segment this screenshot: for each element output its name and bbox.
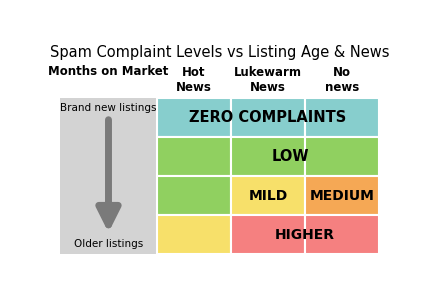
Text: Hot
News: Hot News xyxy=(176,66,212,94)
Bar xyxy=(60,98,157,254)
Bar xyxy=(231,98,305,137)
Text: Brand new listings: Brand new listings xyxy=(60,103,157,113)
Bar xyxy=(157,137,231,176)
Bar xyxy=(157,98,231,137)
Bar xyxy=(231,215,305,254)
Text: MILD: MILD xyxy=(248,189,288,203)
Bar xyxy=(231,176,305,215)
Text: ZERO COMPLAINTS: ZERO COMPLAINTS xyxy=(190,110,347,125)
Text: HIGHER: HIGHER xyxy=(275,228,335,241)
Bar xyxy=(305,215,379,254)
Text: LOW: LOW xyxy=(272,149,309,164)
Bar xyxy=(157,215,231,254)
Bar xyxy=(305,137,379,176)
Text: Lukewarm
News: Lukewarm News xyxy=(234,66,302,94)
Text: Months on Market: Months on Market xyxy=(48,65,169,78)
Bar xyxy=(157,176,231,215)
Text: No
news: No news xyxy=(325,66,360,94)
Text: MEDIUM: MEDIUM xyxy=(310,189,375,203)
Bar xyxy=(305,176,379,215)
Text: Spam Complaint Levels vs Listing Age & News: Spam Complaint Levels vs Listing Age & N… xyxy=(50,45,390,60)
Bar xyxy=(305,98,379,137)
Text: Older listings: Older listings xyxy=(74,239,143,249)
Bar xyxy=(231,137,305,176)
